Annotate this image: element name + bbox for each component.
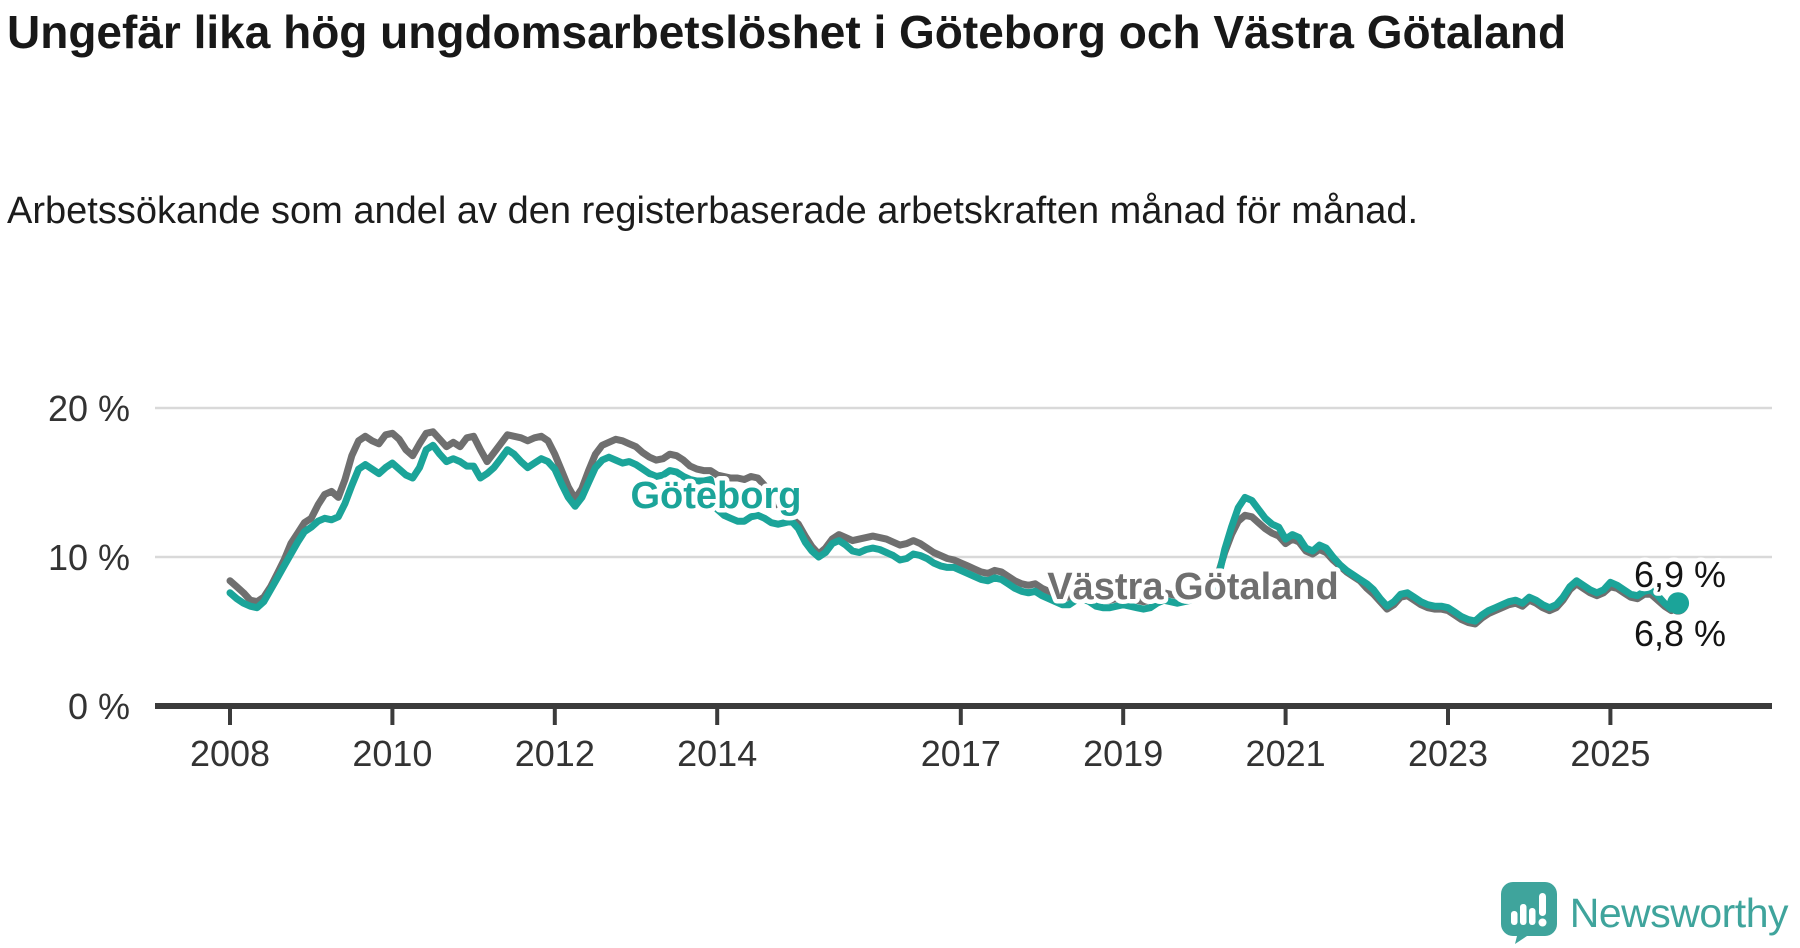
x-axis-tick-label: 2008 <box>190 733 270 774</box>
gridlines <box>155 406 1772 559</box>
x-axis-tick-label: 2025 <box>1570 733 1650 774</box>
chart-title: Ungefär lika hög ungdomsarbetslöshet i G… <box>7 6 1567 58</box>
y-axis-label-0: 0 % <box>68 686 130 727</box>
exclamation-glyph <box>1538 893 1547 927</box>
y-axis-labels: 20 % 10 % 0 % <box>48 388 130 727</box>
x-axis-tick-label: 2010 <box>352 733 432 774</box>
bar-chart-glyph <box>1510 904 1536 925</box>
x-axis-tick-label: 2023 <box>1408 733 1488 774</box>
x-axis-tick-label: 2017 <box>921 733 1001 774</box>
x-axis-tick-label: 2021 <box>1246 733 1326 774</box>
x-axis-tick-label: 2012 <box>515 733 595 774</box>
y-axis-label-10: 10 % <box>48 537 130 578</box>
x-axis-tick-label: 2014 <box>677 733 757 774</box>
newsworthy-speech-bubble-bar-chart-icon <box>1500 882 1557 944</box>
goteborg-end-value: 6,9 % <box>1634 554 1726 595</box>
goteborg-end-dot <box>1667 592 1690 615</box>
x-axis-labels: 2008 2010 2012 2014 2017 2019 2021 2023 2025 <box>190 733 1650 774</box>
newsworthy-logo: Newsworthy <box>1500 882 1789 944</box>
x-axis-tick-label: 2019 <box>1083 733 1163 774</box>
y-axis-label-20: 20 % <box>48 388 130 429</box>
goteborg-series-label: Göteborg <box>631 475 802 517</box>
newsworthy-logo-text: Newsworthy <box>1569 889 1789 936</box>
goteborg-line <box>226 441 1682 625</box>
chart-subtitle: Arbetssökande som andel av den registerb… <box>7 190 1419 232</box>
vastra-gotaland-end-value: 6,8 % <box>1634 613 1726 654</box>
vastra-gotaland-series-label: Västra Götaland <box>1047 566 1338 608</box>
x-axis-ticks <box>228 709 1613 725</box>
